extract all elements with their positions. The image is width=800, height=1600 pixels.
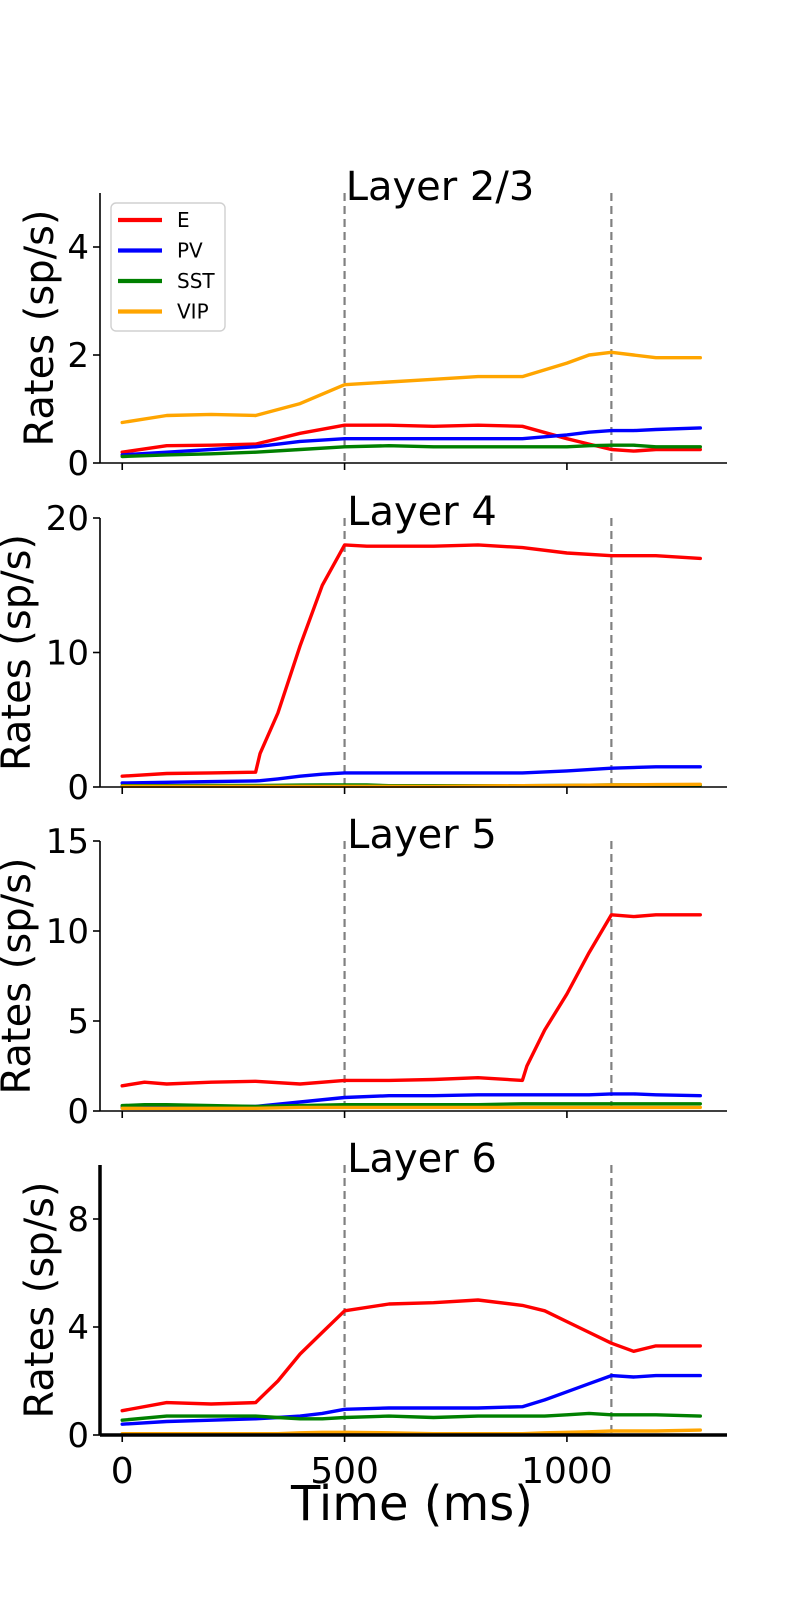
- legend: E PV SST VIP: [110, 202, 226, 332]
- legend-label-e: E: [177, 208, 190, 232]
- y-axis-label: Rates (sp/s): [17, 1181, 63, 1418]
- panel-title: Layer 5: [347, 812, 497, 858]
- y-tick-label: 2: [67, 336, 89, 376]
- series-line-pv: [120, 426, 702, 457]
- series-line-pv: [120, 1373, 702, 1426]
- y-tick-label: 0: [67, 1092, 89, 1132]
- legend-label-pv: PV: [177, 239, 203, 263]
- y-tick-label: 0: [67, 444, 89, 484]
- series-line-sst: [120, 1411, 702, 1422]
- legend-box: [110, 202, 226, 332]
- panel-1: 0 2 4 Layer 2/3 Rates (sp/s): [17, 164, 727, 484]
- legend-label-vip: VIP: [177, 300, 209, 324]
- series-line-e: [120, 543, 702, 778]
- panel-title: Layer 4: [347, 489, 497, 535]
- panel-3: 0 5 10 15 Layer 5 Rates (sp/s): [0, 812, 727, 1132]
- y-tick-label: 20: [46, 499, 89, 539]
- panel-title: Layer 6: [347, 1136, 497, 1182]
- series-line-vip: [120, 350, 702, 425]
- series-line-sst: [120, 443, 702, 459]
- y-tick-label: 0: [67, 1416, 89, 1456]
- series-line-e: [120, 913, 702, 1088]
- series-line-pv: [120, 765, 702, 785]
- y-tick-label: 10: [46, 634, 89, 674]
- y-tick-label: 10: [46, 912, 89, 952]
- series-line-vip: [120, 1428, 702, 1436]
- y-axis-label: Rates (sp/s): [0, 857, 40, 1094]
- x-tick-label: 0: [111, 1451, 134, 1492]
- y-axis-label: Rates (sp/s): [17, 209, 63, 446]
- x-tick-label: 500: [310, 1451, 379, 1492]
- series-line-e: [120, 1298, 702, 1413]
- panel-title: Layer 2/3: [346, 164, 535, 210]
- panel-2: 0 10 20 Layer 4 Rates (sp/s): [0, 489, 727, 808]
- panel-4: 0 4 8 0 500 1000 Layer 6 Rates (sp/s): [17, 1136, 727, 1492]
- y-tick-label: 0: [67, 768, 89, 808]
- y-tick-label: 5: [67, 1002, 89, 1042]
- y-tick-label: 4: [67, 228, 89, 268]
- y-tick-label: 15: [46, 822, 89, 862]
- series-line-vip: [120, 1105, 702, 1111]
- y-tick-label: 4: [67, 1308, 89, 1348]
- series-line-vip: [120, 782, 702, 788]
- series-line-sst: [120, 1102, 702, 1109]
- y-tick-label: 8: [67, 1200, 89, 1240]
- y-axis-label: Rates (sp/s): [0, 534, 40, 771]
- legend-label-sst: SST: [177, 269, 215, 293]
- x-axis-label: Time (ms): [290, 1476, 533, 1532]
- x-tick-label: 1000: [521, 1451, 613, 1492]
- series-line-e: [120, 423, 702, 454]
